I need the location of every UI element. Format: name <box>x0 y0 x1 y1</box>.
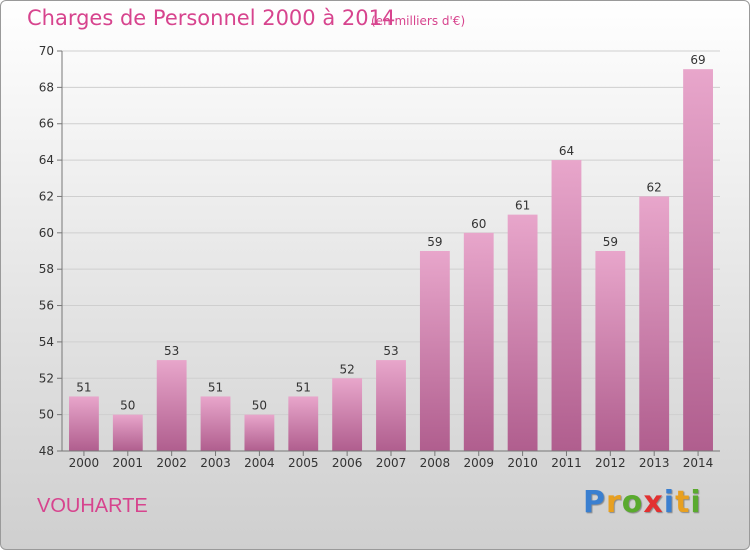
y-tick-label: 54 <box>39 335 54 349</box>
logo-letter: x <box>643 485 664 520</box>
y-tick-label: 50 <box>39 408 54 422</box>
logo-letter: o <box>621 485 644 520</box>
data-label-2002: 53 <box>164 344 179 358</box>
x-tick-label: 2005 <box>288 456 319 470</box>
chart-title: Charges de Personnel 2000 à 2014 <box>27 6 396 30</box>
y-tick-label: 60 <box>39 226 54 240</box>
bar-2007 <box>376 360 406 451</box>
data-label-2010: 61 <box>515 199 530 213</box>
data-label-2003: 51 <box>208 380 223 394</box>
commune-name: VOUHARTE <box>37 495 148 517</box>
y-tick-label: 52 <box>39 371 54 385</box>
bar-2006 <box>332 378 363 451</box>
bar-2014 <box>683 69 713 451</box>
data-label-2004: 50 <box>252 399 267 413</box>
bar-2010 <box>507 214 538 451</box>
data-label-2000: 51 <box>76 380 91 394</box>
bar-2001 <box>112 414 143 451</box>
data-label-2005: 51 <box>296 380 311 394</box>
data-label-2012: 59 <box>603 235 618 249</box>
x-tick-label: 2004 <box>244 456 275 470</box>
data-label-2008: 59 <box>427 235 442 249</box>
data-label-2009: 60 <box>471 217 486 231</box>
bar-2005 <box>288 396 319 451</box>
bar-2002 <box>156 360 187 451</box>
chart-subtitle: (en milliers d'€) <box>371 14 466 28</box>
x-tick-label: 2006 <box>332 456 363 470</box>
x-tick-label: 2009 <box>463 456 494 470</box>
x-tick-label: 2003 <box>200 456 231 470</box>
bar-2000 <box>69 396 99 451</box>
y-tick-label: 58 <box>39 262 54 276</box>
bar-2009 <box>463 232 494 451</box>
x-tick-label: 2008 <box>420 456 451 470</box>
logo-letter: i <box>663 485 676 520</box>
x-tick-label: 2000 <box>69 456 100 470</box>
x-tick-label: 2011 <box>551 456 582 470</box>
data-label-2007: 53 <box>383 344 398 358</box>
x-tick-label: 2001 <box>113 456 144 470</box>
x-tick-label: 2014 <box>683 456 714 470</box>
data-label-2001: 50 <box>120 399 135 413</box>
bar-2012 <box>595 251 626 451</box>
x-tick-label: 2007 <box>376 456 407 470</box>
y-tick-label: 70 <box>39 44 54 58</box>
y-tick-label: 48 <box>39 444 54 458</box>
y-tick-label: 66 <box>39 117 54 131</box>
x-tick-label: 2010 <box>507 456 538 470</box>
logo-letter: i <box>690 485 702 520</box>
bar-2003 <box>200 396 231 451</box>
data-label-2014: 69 <box>690 53 705 67</box>
bar-2008 <box>419 251 450 451</box>
y-tick-label: 68 <box>39 80 54 94</box>
x-tick-label: 2012 <box>595 456 626 470</box>
y-tick-label: 64 <box>39 153 54 167</box>
logo-letter: P <box>583 485 606 520</box>
proxiti-logo: Proxiti <box>583 485 702 520</box>
x-tick-label: 2002 <box>156 456 187 470</box>
data-label-2013: 62 <box>647 180 662 194</box>
logo-letter: t <box>675 485 691 520</box>
y-tick-label: 62 <box>39 189 54 203</box>
data-label-2011: 64 <box>559 144 574 158</box>
x-tick-label: 2013 <box>639 456 670 470</box>
bar-2011 <box>551 160 582 451</box>
bar-2004 <box>244 414 275 451</box>
logo-letter: r <box>606 485 622 520</box>
bar-2013 <box>639 196 670 451</box>
y-tick-label: 56 <box>39 299 54 313</box>
data-label-2006: 52 <box>339 362 354 376</box>
